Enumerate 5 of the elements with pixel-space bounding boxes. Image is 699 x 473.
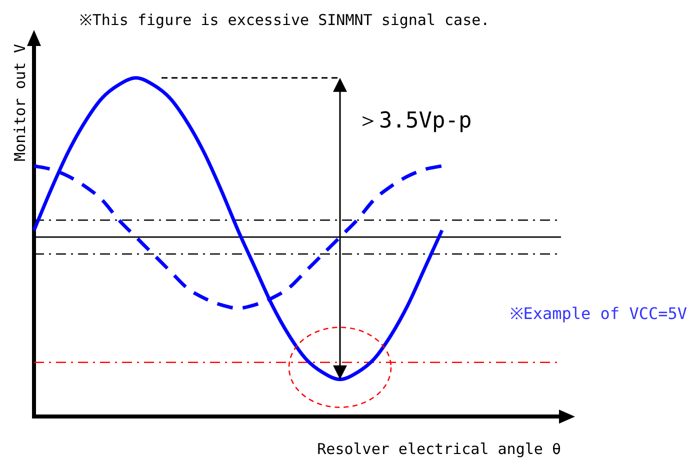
y-axis-title: Monitor out V: [10, 44, 29, 162]
x-axis-title: Resolver electrical angle θ: [317, 440, 561, 458]
annotation: ＞3.5Vp-p: [357, 108, 472, 134]
chart-title: ※This figure is excessive SINMNT signal case.: [79, 10, 490, 29]
annotation: ※Example of VCC=5V: [510, 304, 688, 324]
